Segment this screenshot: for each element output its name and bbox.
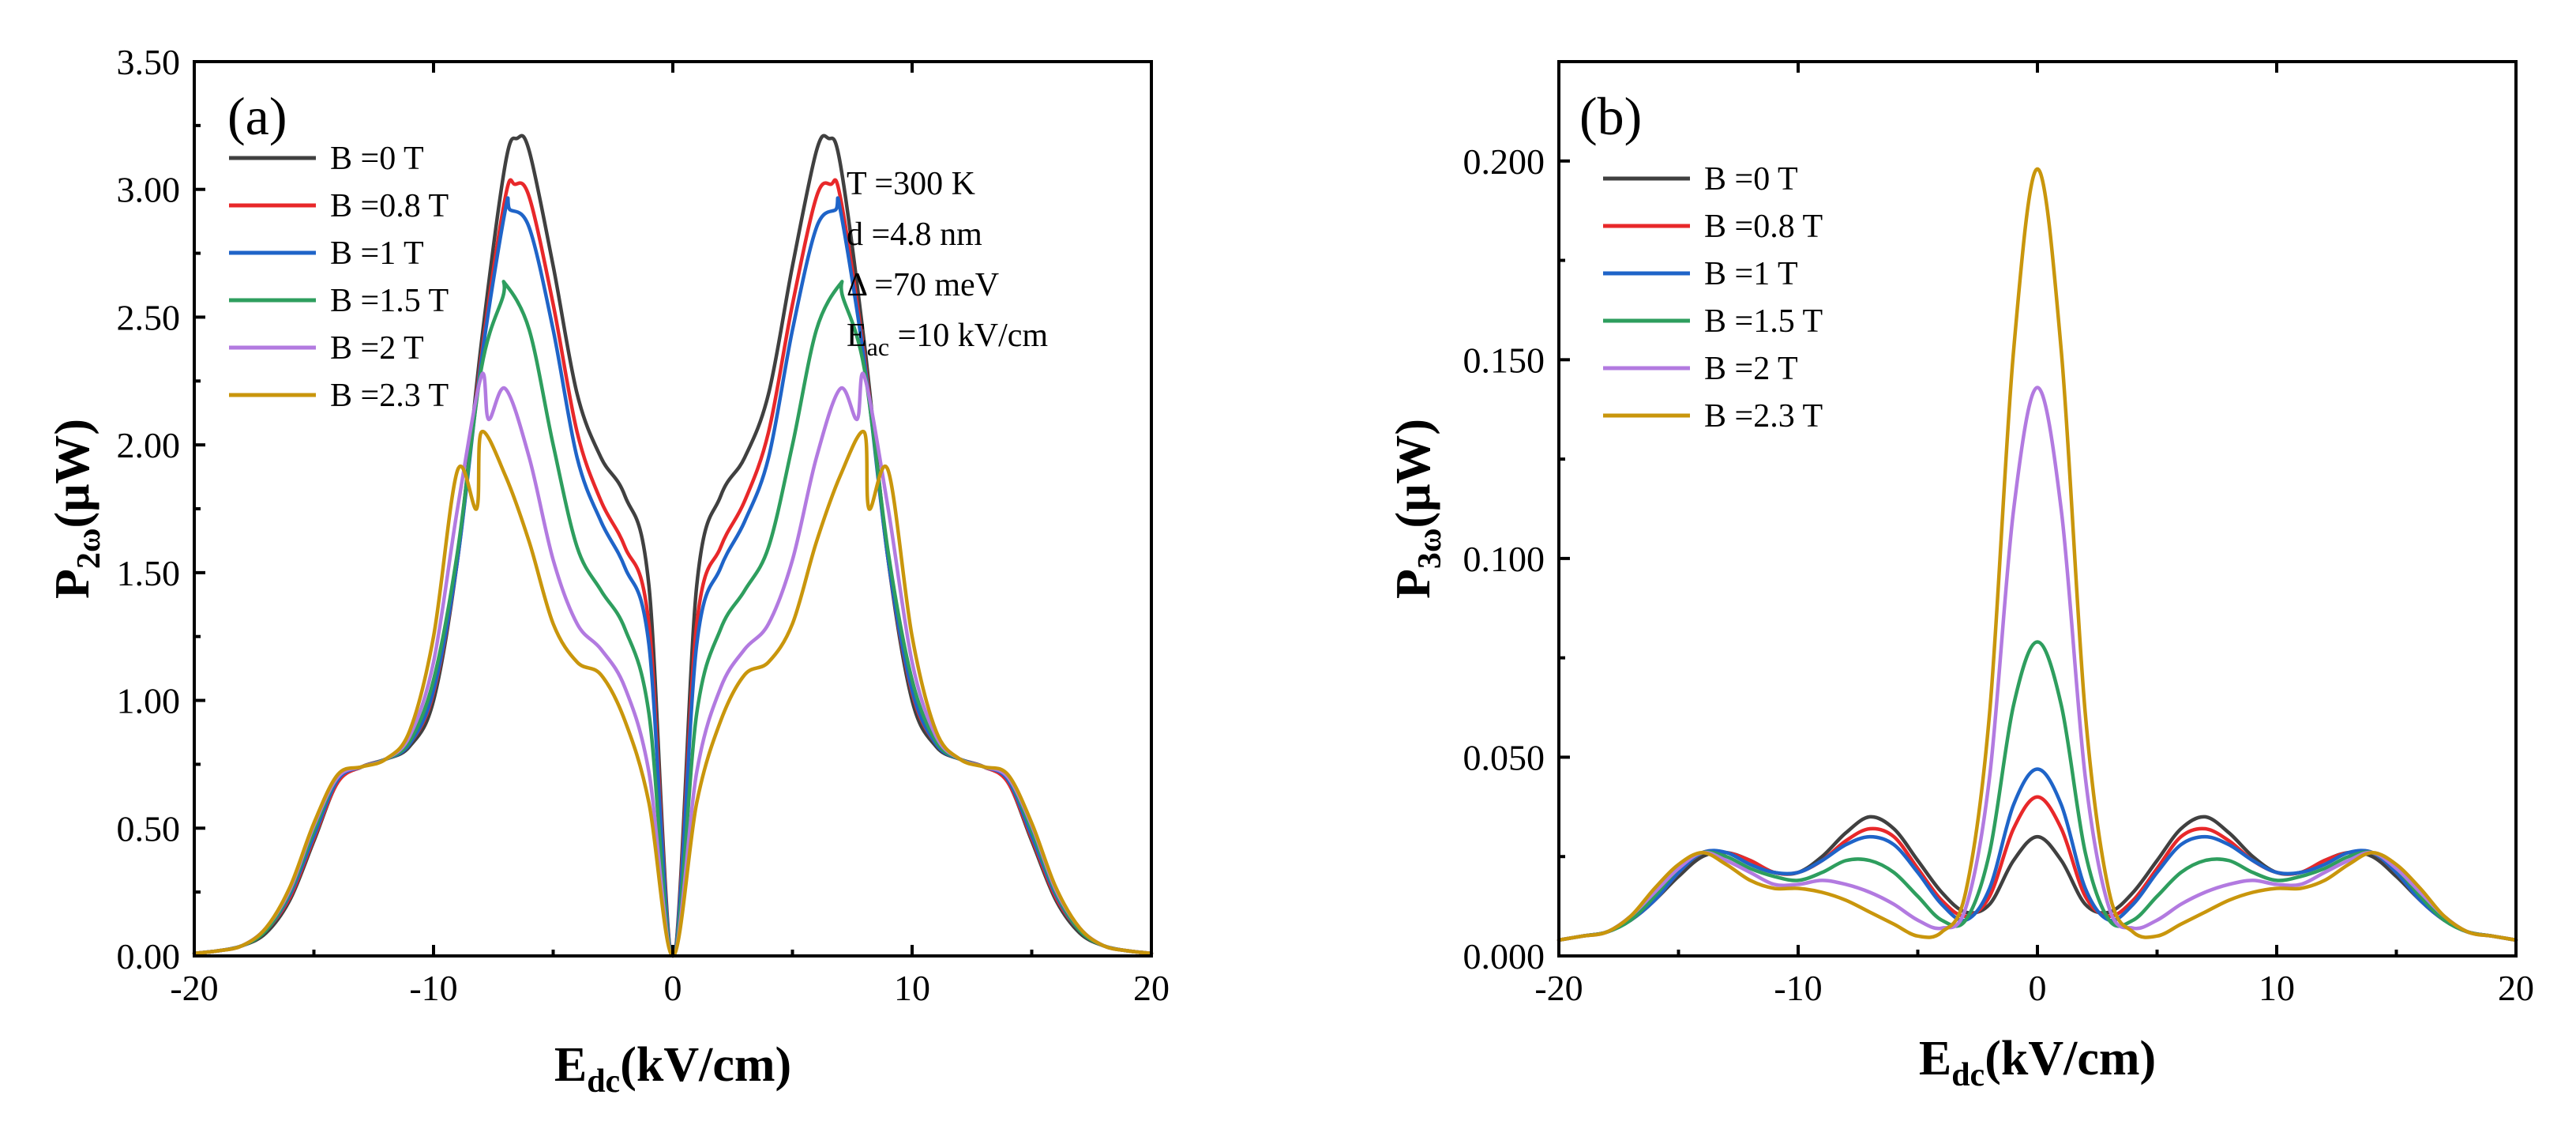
panel-b-y-tick-label: 0.150 [1463,340,1545,380]
panel-b-legend-label: B =1.5 T [1704,303,1823,340]
panel-b-chart: -20 -10 0 10 20 0.000 0.050 0.100 0.150 0.200 (b)… [1387,60,2534,1093]
panel-a-series-line-4 [192,371,1154,958]
panel-b-x-tick-label: -10 [1774,968,1822,1008]
panel-a-parameter-note: d =4.8 nm [847,216,982,253]
panel-a-parameter-note: Δ =70 meV [847,267,999,303]
panel-b-y-tick-label: 0.000 [1463,936,1545,976]
panel-b-x-tick-label: 0 [2029,968,2047,1008]
panel-b-series-line-2 [1556,767,2518,943]
panel-a-y-tick-label: 0.00 [117,936,181,976]
panel-a-y-tick-label: 1.00 [117,681,181,721]
panel-a-legend-label: B =1 T [330,235,424,272]
panel-a-ticks: -20 -10 0 10 20 0.00 0.50 1.00 1.50 2.00 2.50 3.00 3… [117,42,1170,1008]
panel-b-y-axis-title: P3ω(μW) [1387,419,1448,599]
panel-a-x-axis-title: Edc(kV/cm) [554,1038,791,1100]
panel-b-series-line-0 [1556,815,2518,943]
panel-b-x-axis-title: Edc(kV/cm) [1919,1032,2156,1093]
panel-b-series-line-1 [1556,795,2518,943]
panel-b-series-line-5 [1556,167,2518,943]
panel-a-parameter-note: Eac =10 kV/cm [847,318,1048,361]
panel-b-x-tick-label: 10 [2259,968,2295,1008]
panel-b-label: (b) [1579,86,1642,146]
panel-b-series [1556,167,2518,943]
panel-a-series-line-5 [192,429,1154,958]
panel-a-x-tick-label: 20 [1133,968,1170,1008]
panel-a-parameter-note: T =300 K [847,166,975,202]
panel-b-y-tick-label: 0.200 [1463,141,1545,182]
panel-a-x-tick-label: 0 [664,968,682,1008]
panel-b-series-line-3 [1556,640,2518,943]
panel-a-label: (a) [227,86,287,146]
panel-a-legend: B =0 T B =0.8 T B =1 T B =1.5 T B =2 T B =2.3… [229,141,449,414]
panel-a-legend-label: B =1.5 T [330,283,449,319]
panel-a-x-tick-label: -10 [409,968,457,1008]
panel-a-y-tick-label: 3.50 [117,42,181,82]
panel-b-legend-label: B =1 T [1704,256,1798,292]
panel-b-x-tick-label: -20 [1534,968,1583,1008]
panel-b-legend-label: B =2.3 T [1704,398,1823,435]
panel-b-legend-label: B =2 T [1704,351,1798,387]
panel-a-chart: -20 -10 0 10 20 0.00 0.50 1.00 1.50 2.00 2.50 3.00 3… [46,42,1170,1100]
panel-b-ticks: -20 -10 0 10 20 0.000 0.050 0.100 0.150 0.200 [1463,62,2534,1008]
panel-a-legend-label: B =0 T [330,141,424,177]
panel-a-y-tick-label: 3.00 [117,170,181,210]
panel-b-y-tick-label: 0.050 [1463,737,1545,777]
panel-a-legend-label: B =0.8 T [330,188,449,224]
panel-a-y-tick-label: 2.50 [117,297,181,337]
panel-a-legend-label: B =2.3 T [330,378,449,414]
panel-a-x-tick-label: 10 [894,968,930,1008]
panel-b-plot-frame [1557,60,2518,958]
panel-b-legend-label: B =0 T [1704,161,1798,198]
panel-a-y-tick-label: 1.50 [117,553,181,593]
panel-b-y-tick-label: 0.100 [1463,539,1545,579]
panel-a-legend-label: B =2 T [330,330,424,367]
panel-b-legend: B =0 T B =0.8 T B =1 T B =1.5 T B =2 T B =2.3… [1603,161,1823,435]
panel-a-y-tick-label: 0.50 [117,808,181,848]
panel-b-legend-label: B =0.8 T [1704,209,1823,245]
panel-a-parameters: T =300 K d =4.8 nm Δ =70 meV Eac =10 kV/cm [847,166,1048,361]
panel-b-series-line-4 [1556,386,2518,943]
panel-a-y-axis-title: P2ω(μW) [46,419,107,599]
panel-b-x-tick-label: 20 [2498,968,2534,1008]
panel-a-y-tick-label: 2.00 [117,425,181,465]
panel-a-x-tick-label: -20 [170,968,218,1008]
